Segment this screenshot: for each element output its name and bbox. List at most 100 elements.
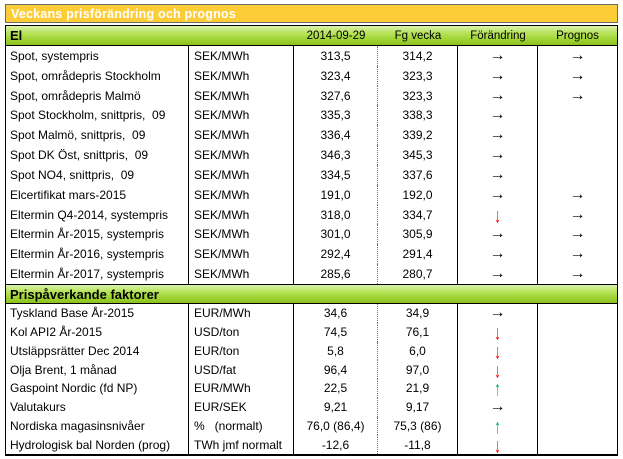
row-unit: SEK/MWh bbox=[189, 46, 294, 66]
table-row: Spot Malmö, snittpris, 09 SEK/MWh 336,4 339… bbox=[6, 125, 617, 146]
row-label: Eltermin År-2017, systempris bbox=[6, 264, 189, 284]
change-cell: → bbox=[458, 264, 538, 284]
row-label: Utsläppsrätter Dec 2014 bbox=[6, 341, 189, 361]
change-arrow-right-icon: → bbox=[489, 66, 506, 84]
forecast-cell-empty bbox=[538, 304, 617, 323]
current-value: 74,5 bbox=[294, 322, 378, 342]
change-cell: ↓ bbox=[458, 339, 538, 363]
section-header-factors: Prispåverkande faktorer bbox=[6, 284, 617, 304]
table-row: Elcertifikat mars-2015 SEK/MWh 191,0 192,0 →… bbox=[6, 184, 617, 205]
row-label: Valutakurs bbox=[6, 397, 189, 417]
row-label: Eltermin Q4-2014, systempris bbox=[6, 204, 189, 225]
row-unit: SEK/MWh bbox=[189, 264, 294, 284]
previous-value: 338,3 bbox=[378, 105, 458, 126]
forecast-cell: → bbox=[538, 224, 617, 244]
row-unit: TWh jmf normalt bbox=[189, 435, 294, 454]
forecast-arrow-right-icon: → bbox=[569, 66, 586, 84]
table-row: Olja Brent, 1 månad USD/fat 96,4 97,0 ↓ bbox=[6, 358, 617, 382]
row-unit: SEK/MWh bbox=[189, 85, 294, 106]
current-value: 301,0 bbox=[294, 224, 378, 245]
row-unit: SEK/MWh bbox=[189, 65, 294, 86]
row-unit: SEK/MWh bbox=[189, 184, 294, 205]
previous-value: 323,3 bbox=[378, 65, 458, 86]
row-unit: SEK/MWh bbox=[189, 105, 294, 126]
table-row: Hydrologisk bal Norden (prog) TWh jmf nor… bbox=[6, 433, 617, 457]
change-arrow-right-icon: → bbox=[489, 146, 506, 164]
row-unit: SEK/MWh bbox=[189, 125, 294, 146]
table-row: Eltermin Q4-2014, systempris SEK/MWh 318,0… bbox=[6, 204, 617, 225]
previous-value: 334,7 bbox=[378, 204, 458, 225]
change-cell: → bbox=[458, 224, 538, 245]
table-row: Eltermin År-2015, systempris SEK/MWh 301,0… bbox=[6, 224, 617, 245]
current-value: 191,0 bbox=[294, 184, 378, 205]
previous-value: 97,0 bbox=[378, 360, 458, 379]
change-cell: → bbox=[458, 105, 538, 126]
row-label: Spot DK Öst, snittpris, 09 bbox=[6, 145, 189, 165]
row-label: Tyskland Base År-2015 bbox=[6, 304, 189, 323]
table-row: Valutakurs EUR/SEK 9,21 9,17 → bbox=[6, 397, 617, 417]
forecast-cell-empty bbox=[538, 165, 617, 185]
change-cell: ↓ bbox=[458, 204, 538, 225]
row-unit: SEK/MWh bbox=[189, 145, 294, 165]
row-unit: SEK/MWh bbox=[189, 244, 294, 265]
previous-value: 6,0 bbox=[378, 341, 458, 361]
table-row: Spot DK Öst, snittpris, 09 SEK/MWh 346,3 34… bbox=[6, 145, 617, 165]
change-arrow-down-icon: ↓ bbox=[494, 358, 501, 382]
previous-value: 75,3 (86) bbox=[378, 416, 458, 436]
row-label: Spot, områdepris Stockholm bbox=[6, 65, 189, 86]
change-arrow-right-icon: → bbox=[489, 225, 506, 243]
previous-value: 76,1 bbox=[378, 322, 458, 342]
column-header-change: Förändring bbox=[470, 29, 526, 42]
row-unit: SEK/MWh bbox=[189, 224, 294, 245]
previous-value: 314,2 bbox=[378, 46, 458, 66]
column-header-forecast: Prognos bbox=[556, 29, 599, 42]
change-arrow-right-icon: → bbox=[489, 265, 506, 283]
change-arrow-right-icon: → bbox=[489, 126, 506, 144]
previous-value: 305,9 bbox=[378, 224, 458, 245]
previous-value: 280,7 bbox=[378, 264, 458, 284]
forecast-cell-empty bbox=[538, 145, 617, 165]
change-arrow-down-icon: ↓ bbox=[494, 433, 501, 457]
forecast-cell-empty bbox=[538, 125, 617, 145]
row-label: Spot NO4, snittpris, 09 bbox=[6, 164, 189, 185]
change-cell: → bbox=[458, 304, 538, 323]
table-title: Veckans prisförändring och prognos bbox=[11, 6, 236, 21]
change-cell: → bbox=[458, 164, 538, 185]
forecast-arrow-right-icon: → bbox=[569, 225, 586, 243]
table-title-bar: Veckans prisförändring och prognos bbox=[5, 4, 618, 23]
table-row: Spot, områdepris Malmö SEK/MWh 327,6 323,3 →… bbox=[6, 85, 617, 106]
previous-value: 339,2 bbox=[378, 125, 458, 146]
forecast-cell: → bbox=[538, 46, 617, 66]
change-cell: → bbox=[458, 85, 538, 106]
forecast-cell: → bbox=[538, 205, 617, 225]
row-unit: EUR/MWh bbox=[189, 304, 294, 323]
change-cell: ↓ bbox=[458, 358, 538, 382]
data-table: El 2014-09-29 Fg vecka Förändring Progno… bbox=[5, 25, 618, 456]
change-cell: → bbox=[458, 397, 538, 417]
change-arrow-right-icon: → bbox=[489, 165, 506, 183]
column-header-current-date: 2014-09-29 bbox=[306, 29, 366, 42]
forecast-cell-empty bbox=[538, 398, 617, 417]
current-value: 292,4 bbox=[294, 244, 378, 265]
current-value: 22,5 bbox=[294, 379, 378, 398]
forecast-cell-empty bbox=[538, 323, 617, 342]
change-arrow-right-icon: → bbox=[489, 185, 506, 203]
change-cell: → bbox=[458, 46, 538, 66]
row-unit: EUR/ton bbox=[189, 341, 294, 361]
current-value: 9,21 bbox=[294, 397, 378, 417]
row-unit: USD/fat bbox=[189, 360, 294, 379]
forecast-cell-empty bbox=[538, 105, 617, 125]
table-row: Eltermin År-2017, systempris SEK/MWh 285,6… bbox=[6, 264, 617, 284]
table-row: Spot, systempris SEK/MWh 313,5 314,2 → → bbox=[6, 46, 617, 66]
change-cell: ↑ bbox=[458, 416, 538, 436]
previous-value: 323,3 bbox=[378, 85, 458, 106]
row-unit: SEK/MWh bbox=[189, 204, 294, 225]
forecast-arrow-right-icon: → bbox=[569, 86, 586, 104]
change-arrow-down-icon: ↓ bbox=[494, 339, 501, 363]
table-row: Spot NO4, snittpris, 09 SEK/MWh 334,5 337,6… bbox=[6, 164, 617, 185]
row-label: Eltermin År-2015, systempris bbox=[6, 224, 189, 245]
current-value: 96,4 bbox=[294, 360, 378, 379]
change-cell: → bbox=[458, 184, 538, 205]
row-label: Spot, områdepris Malmö bbox=[6, 85, 189, 106]
previous-value: 337,6 bbox=[378, 164, 458, 185]
